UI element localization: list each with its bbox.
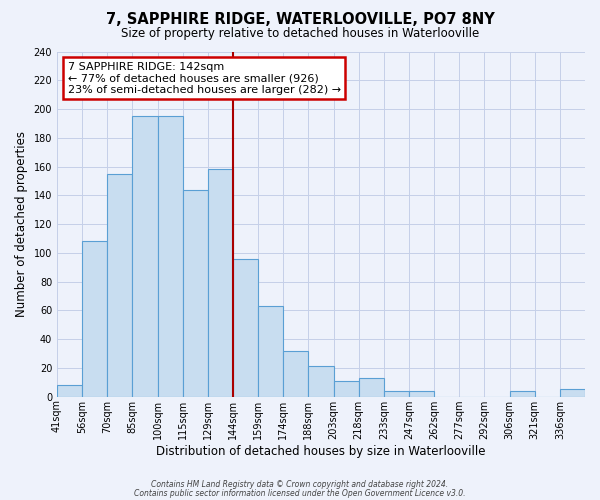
Bar <box>158 116 183 396</box>
Text: Size of property relative to detached houses in Waterlooville: Size of property relative to detached ho… <box>121 28 479 40</box>
Y-axis label: Number of detached properties: Number of detached properties <box>15 131 28 317</box>
Text: Contains HM Land Registry data © Crown copyright and database right 2024.: Contains HM Land Registry data © Crown c… <box>151 480 449 489</box>
Bar <box>208 170 233 396</box>
Text: Contains public sector information licensed under the Open Government Licence v3: Contains public sector information licen… <box>134 488 466 498</box>
Bar <box>409 391 434 396</box>
Bar <box>359 378 384 396</box>
Bar <box>283 350 308 397</box>
X-axis label: Distribution of detached houses by size in Waterlooville: Distribution of detached houses by size … <box>156 444 486 458</box>
Bar <box>560 390 585 396</box>
Bar <box>107 174 133 396</box>
Text: 7 SAPPHIRE RIDGE: 142sqm
← 77% of detached houses are smaller (926)
23% of semi-: 7 SAPPHIRE RIDGE: 142sqm ← 77% of detach… <box>68 62 341 95</box>
Bar <box>233 258 258 396</box>
Bar <box>183 190 208 396</box>
Bar <box>133 116 158 396</box>
Bar <box>509 391 535 396</box>
Text: 7, SAPPHIRE RIDGE, WATERLOOVILLE, PO7 8NY: 7, SAPPHIRE RIDGE, WATERLOOVILLE, PO7 8N… <box>106 12 494 28</box>
Bar <box>258 306 283 396</box>
Bar <box>384 391 409 396</box>
Bar <box>57 385 82 396</box>
Bar <box>334 381 359 396</box>
Bar <box>308 366 334 396</box>
Bar <box>82 242 107 396</box>
